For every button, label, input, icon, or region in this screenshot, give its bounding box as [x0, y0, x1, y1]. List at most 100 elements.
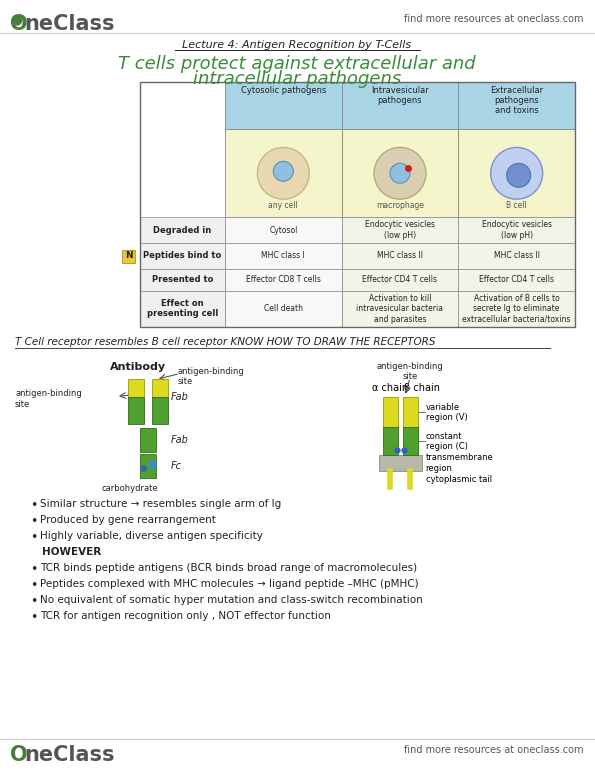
Text: Antibody: Antibody — [110, 362, 166, 372]
Bar — [458, 291, 575, 326]
Text: Effector CD4 T cells: Effector CD4 T cells — [479, 276, 554, 284]
Text: Cytosol: Cytosol — [269, 226, 298, 235]
Text: antigen-binding
site: antigen-binding site — [377, 362, 443, 381]
Bar — [225, 291, 342, 326]
Bar — [128, 397, 144, 424]
Bar — [225, 243, 342, 269]
Text: cytoplasmic tail: cytoplasmic tail — [425, 474, 491, 484]
Text: MHC class II: MHC class II — [494, 252, 540, 260]
Bar — [140, 243, 225, 269]
Text: Fab: Fab — [171, 392, 189, 402]
Text: any cell: any cell — [268, 201, 298, 210]
Text: antigen-binding
site: antigen-binding site — [15, 390, 82, 409]
Text: MHC class II: MHC class II — [377, 252, 423, 260]
Text: Effect on
presenting cell: Effect on presenting cell — [147, 299, 218, 319]
Bar — [225, 217, 342, 243]
Bar — [225, 82, 342, 129]
Text: transmembrane
region: transmembrane region — [425, 454, 493, 473]
Circle shape — [491, 147, 543, 199]
Text: Degraded in: Degraded in — [154, 226, 212, 235]
Bar — [342, 291, 458, 326]
Circle shape — [257, 147, 309, 199]
Bar — [342, 217, 458, 243]
Bar — [128, 380, 144, 397]
Bar — [378, 455, 421, 471]
Text: macrophage: macrophage — [376, 201, 424, 210]
Text: •: • — [30, 594, 37, 608]
Bar — [140, 82, 575, 326]
Text: Extracellular
pathogens
and toxins: Extracellular pathogens and toxins — [490, 85, 543, 116]
Bar — [140, 217, 225, 243]
Circle shape — [390, 163, 410, 183]
Text: intracellular pathogens: intracellular pathogens — [193, 70, 401, 88]
Bar — [458, 243, 575, 269]
Text: •: • — [30, 515, 37, 528]
Bar — [458, 217, 575, 243]
Bar — [342, 82, 458, 129]
Text: T cells protect against extracellular and: T cells protect against extracellular an… — [118, 55, 476, 73]
Bar — [342, 243, 458, 269]
Bar — [402, 427, 418, 455]
Bar — [383, 397, 397, 427]
Text: Activation of B cells to
secrete Ig to eliminate
extracellular bacteria/toxins: Activation of B cells to secrete Ig to e… — [462, 294, 571, 323]
Text: Presented to: Presented to — [152, 276, 213, 284]
Text: Endocytic vesicles
(low pH): Endocytic vesicles (low pH) — [365, 220, 435, 239]
Text: •: • — [30, 499, 37, 512]
Bar — [458, 82, 575, 129]
Text: Highly variable, diverse antigen specificity: Highly variable, diverse antigen specifi… — [40, 531, 263, 541]
Text: antigen-binding
site: antigen-binding site — [178, 367, 245, 386]
Bar — [458, 269, 575, 291]
Bar — [225, 129, 342, 217]
Text: MHC class I: MHC class I — [261, 252, 305, 260]
Text: Intravesicular
pathogens: Intravesicular pathogens — [371, 85, 429, 105]
Text: Lecture 4: Antigen Recognition by T-Cells: Lecture 4: Antigen Recognition by T-Cell… — [183, 40, 412, 50]
Text: find more resources at oneclass.com: find more resources at oneclass.com — [403, 14, 583, 24]
Text: B cell: B cell — [506, 201, 527, 210]
Bar — [225, 269, 342, 291]
Bar — [140, 454, 156, 478]
Text: HOWEVER: HOWEVER — [42, 547, 101, 557]
Text: •: • — [30, 611, 37, 624]
Circle shape — [507, 163, 531, 187]
Text: β chain: β chain — [404, 383, 440, 393]
Text: Effector CD8 T cells: Effector CD8 T cells — [246, 276, 321, 284]
Text: Effector CD4 T cells: Effector CD4 T cells — [362, 276, 437, 284]
Text: •: • — [30, 579, 37, 591]
Circle shape — [374, 147, 426, 199]
Text: constant
region (C): constant region (C) — [425, 431, 468, 451]
Text: Produced by gene rearrangement: Produced by gene rearrangement — [40, 515, 216, 525]
Text: T Cell receptor resembles B cell receptor KNOW HOW TO DRAW THE RECEPTORS: T Cell receptor resembles B cell recepto… — [15, 336, 436, 346]
Circle shape — [273, 162, 293, 181]
Text: find more resources at oneclass.com: find more resources at oneclass.com — [403, 745, 583, 755]
Text: O: O — [10, 745, 27, 765]
Bar — [140, 428, 156, 452]
Text: Peptides complexed with MHC molecules → ligand peptide –MHC (pMHC): Peptides complexed with MHC molecules → … — [40, 579, 419, 589]
Text: carbohydrate: carbohydrate — [102, 484, 158, 493]
Text: •: • — [30, 531, 37, 544]
Text: Cytosolic pathogens: Cytosolic pathogens — [240, 85, 326, 95]
Bar — [122, 250, 135, 263]
Text: No equivalent of somatic hyper mutation and class-switch recombination: No equivalent of somatic hyper mutation … — [40, 594, 423, 604]
Bar — [152, 397, 168, 424]
Bar — [140, 291, 225, 326]
Bar — [152, 380, 168, 397]
Bar — [140, 269, 225, 291]
Text: variable
region (V): variable region (V) — [425, 403, 467, 422]
Text: TCR for antigen recognition only , NOT effector function: TCR for antigen recognition only , NOT e… — [40, 611, 331, 621]
Text: α chain: α chain — [372, 383, 408, 393]
Text: TCR binds peptide antigens (BCR binds broad range of macromolecules): TCR binds peptide antigens (BCR binds br… — [40, 563, 417, 573]
Text: •: • — [30, 563, 37, 576]
Bar — [342, 269, 458, 291]
Text: O: O — [10, 14, 27, 34]
Text: Fc: Fc — [171, 461, 182, 471]
Text: neClass: neClass — [24, 14, 114, 34]
Bar — [383, 427, 397, 455]
Text: ●: ● — [10, 12, 22, 26]
Bar — [458, 129, 575, 217]
Text: Fab: Fab — [171, 435, 189, 445]
Bar — [402, 397, 418, 427]
Text: Peptides bind to: Peptides bind to — [143, 252, 221, 260]
Text: N: N — [125, 252, 133, 260]
Text: Cell death: Cell death — [264, 304, 303, 313]
Text: Activation to kill
intravesicular bacteria
and parasites: Activation to kill intravesicular bacter… — [356, 294, 443, 323]
